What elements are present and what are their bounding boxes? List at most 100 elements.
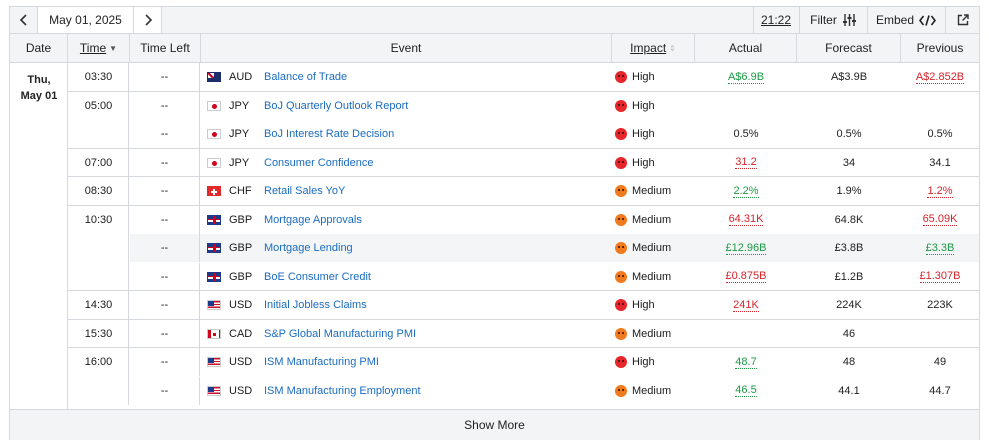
table-row[interactable]: 07:00 -- JPY Consumer Confidence High 31.2 34 3…: [68, 148, 979, 177]
event-time: 07:00: [68, 149, 129, 177]
flag-cell: [206, 234, 222, 262]
column-header-impact[interactable]: Impact ⇕: [612, 34, 695, 62]
flag-cell: [206, 120, 222, 148]
sliders-icon: [842, 14, 856, 26]
previous-value: A$2.852B: [915, 70, 965, 84]
previous-value: 223K: [927, 299, 953, 311]
forecast-value: 1.9%: [836, 185, 862, 197]
impact-medium-icon: [615, 185, 627, 197]
table-row[interactable]: -- GBP Mortgage Lending Medium £12.96B £3.8B £…: [68, 234, 979, 262]
column-header-time[interactable]: Time ▼: [68, 34, 130, 62]
forecast-value: £1.2B: [834, 270, 864, 283]
column-header-actual: Actual: [695, 34, 797, 62]
forecast-value: 34: [842, 156, 856, 169]
actual-value-cell: £12.96B: [695, 234, 797, 262]
table-row[interactable]: 05:00 -- JPY BoJ Quarterly Outlook Report Hi…: [68, 91, 979, 120]
actual-value-cell: [695, 320, 797, 348]
actual-value: A$6.9B: [727, 70, 765, 84]
filter-button[interactable]: Filter: [800, 7, 866, 33]
impact: High: [615, 63, 695, 91]
previous-day-button[interactable]: [10, 7, 38, 33]
embed-button[interactable]: Embed: [868, 7, 944, 33]
time-cell: [68, 177, 129, 205]
forecast-value-cell: 1.9%: [797, 177, 901, 205]
impact-label: High: [632, 99, 655, 112]
event-link[interactable]: Initial Jobless Claims: [264, 299, 367, 311]
actual-value-cell: 31.2: [695, 149, 797, 177]
table-row[interactable]: -- JPY BoJ Interest Rate Decision High 0.5% 0…: [68, 120, 979, 148]
currency: GBP: [229, 213, 253, 226]
jp-flag-icon: [207, 157, 221, 168]
embed-label: Embed: [875, 13, 915, 27]
event-link[interactable]: BoJ Quarterly Outlook Report: [264, 99, 409, 112]
event-link[interactable]: Retail Sales YoY: [264, 185, 346, 197]
actual-value: £0.875B: [725, 270, 767, 283]
event-link[interactable]: BoJ Interest Rate Decision: [264, 128, 395, 140]
column-label: Impact: [630, 41, 667, 55]
impact: Medium: [615, 320, 695, 348]
impact-label: High: [632, 128, 655, 140]
time-left: --: [130, 148, 200, 177]
event-link[interactable]: BoE Consumer Credit: [264, 270, 371, 283]
event-link[interactable]: ISM Manufacturing Employment: [264, 384, 421, 397]
timezone-clock-button[interactable]: 21:22: [760, 13, 792, 27]
forecast-value: £3.8B: [834, 242, 864, 254]
previous-value-cell: £1.307B: [901, 263, 979, 291]
previous-value: 34.1: [929, 156, 951, 169]
forecast-value-cell: 48: [797, 348, 901, 376]
table-row[interactable]: 10:30 -- GBP Mortgage Approvals Medium 64.31K…: [68, 205, 979, 234]
time-cell: [68, 205, 129, 290]
forecast-value-cell: £3.8B: [797, 234, 901, 262]
sort-desc-icon: ▼: [109, 43, 118, 53]
table-header: Date Time ▼ Time Left Event Impact ⇕ Act…: [10, 34, 979, 63]
event-link[interactable]: Mortgage Approvals: [264, 213, 362, 226]
table-row[interactable]: -- GBP BoE Consumer Credit Medium £0.875B £1.…: [68, 262, 979, 291]
time-left: --: [130, 63, 200, 91]
toolbar: May 01, 2025 21:22 Filter Embed: [10, 7, 979, 34]
time-text: 03:30: [84, 71, 113, 83]
event-link[interactable]: Mortgage Lending: [264, 242, 353, 254]
actual-value: 48.7: [735, 355, 757, 369]
flag-cell: [206, 348, 222, 376]
event-link[interactable]: S&P Global Manufacturing PMI: [264, 327, 417, 340]
forecast-value-cell: A$3.9B: [797, 63, 901, 91]
flag-cell: [206, 177, 222, 205]
table-row[interactable]: 16:00 -- USD ISM Manufacturing PMI High 48.7 4…: [68, 348, 979, 376]
time-left: --: [130, 120, 200, 148]
table-row[interactable]: 14:30 -- USD Initial Jobless Claims High 241K…: [68, 291, 979, 319]
date-picker[interactable]: May 01, 2025: [38, 7, 134, 33]
previous-value: 65.09K: [922, 213, 958, 226]
open-external-button[interactable]: [946, 7, 979, 33]
event-link[interactable]: Balance of Trade: [264, 71, 348, 83]
currency: USD: [229, 384, 253, 397]
actual-value-cell: £0.875B: [695, 263, 797, 291]
table-row[interactable]: 15:30 -- CAD S&P Global Manufacturing PMI Me…: [68, 319, 979, 348]
event-time: 16:00: [68, 348, 129, 376]
table-row[interactable]: 08:30 -- CHF Retail Sales YoY Medium 2.2% 1.9%…: [68, 177, 979, 205]
time-text: 07:00: [84, 156, 113, 169]
actual-value: 241K: [733, 298, 759, 312]
impact: High: [615, 149, 695, 177]
day-date: May 01: [20, 90, 58, 102]
show-more-button[interactable]: Show More: [10, 409, 979, 440]
event-link[interactable]: Consumer Confidence: [264, 156, 374, 169]
flag-cell: [206, 206, 222, 234]
time-left: --: [130, 234, 200, 262]
impact-high-icon: [615, 128, 627, 140]
time-cell: [68, 319, 129, 347]
sort-icon: ⇕: [669, 43, 676, 53]
currency: JPY: [229, 156, 250, 169]
ch-flag-icon: [207, 186, 221, 196]
next-day-button[interactable]: [134, 7, 162, 33]
impact: High: [615, 348, 695, 376]
flag-cell: [206, 149, 222, 177]
table-row[interactable]: -- USD ISM Manufacturing Employment Medium 4…: [68, 376, 979, 405]
time-group: 05:00 -- JPY BoJ Quarterly Outlook Report Hi…: [68, 91, 979, 149]
previous-value-cell: 65.09K: [901, 206, 979, 234]
forecast-value: 64.8K: [834, 213, 864, 226]
forecast-value-cell: [797, 92, 901, 120]
event-link[interactable]: ISM Manufacturing PMI: [264, 356, 379, 368]
forecast-value: 44.1: [838, 384, 860, 397]
impact-high-icon: [615, 356, 627, 368]
table-row[interactable]: 03:30 -- AUD Balance of Trade High A$6.9B A$3.…: [68, 63, 979, 91]
